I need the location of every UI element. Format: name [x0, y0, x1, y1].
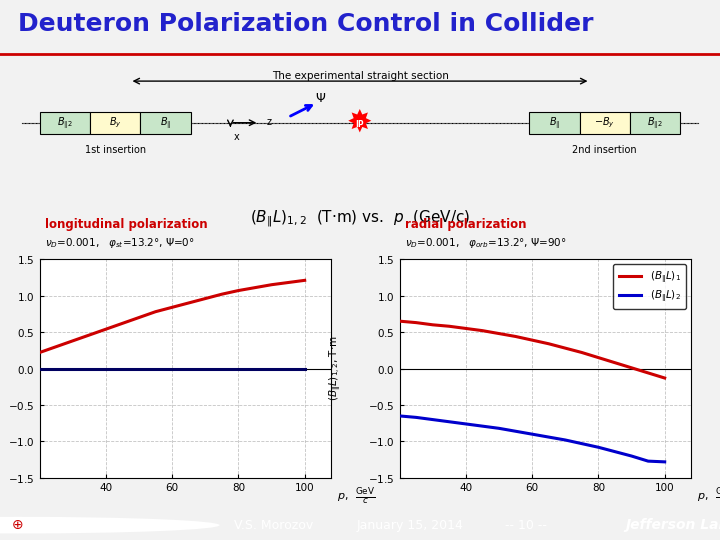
- $(B_{\|}L)_1$: [544, 341, 553, 347]
- $(B_{\|}L)_1$: [611, 360, 619, 366]
- $(B_{\|}L)_2$: [412, 414, 420, 421]
- Text: $\frac{\mathrm{GeV}}{c}$: $\frac{\mathrm{GeV}}{c}$: [714, 487, 720, 507]
- Text: Jefferson Lab: Jefferson Lab: [625, 518, 720, 532]
- Line: $(B_{\|}L)_2$: $(B_{\|}L)_2$: [400, 416, 665, 462]
- FancyBboxPatch shape: [90, 112, 140, 133]
- $(B_{\|}L)_2$: [561, 437, 570, 443]
- Text: ⊕: ⊕: [12, 518, 24, 532]
- $(B_{\|}L)_1$: [478, 327, 487, 334]
- Text: V.S. Morozov: V.S. Morozov: [234, 518, 313, 532]
- Text: $B_{\|}$: $B_{\|}$: [549, 115, 560, 131]
- $(B_{\|}L)_1$: [528, 337, 536, 343]
- $(B_{\|}L)_2$: [594, 444, 603, 450]
- Text: z: z: [266, 117, 271, 127]
- $(B_{\|}L)_1$: [412, 319, 420, 326]
- Text: $B_{\|}$: $B_{\|}$: [160, 115, 171, 131]
- $(B_{\|}L)_1$: [445, 323, 454, 329]
- $(B_{\|}L)_1$: [627, 364, 636, 371]
- Text: Deuteron Polarization Control in Collider: Deuteron Polarization Control in Collide…: [18, 12, 593, 36]
- $(B_{\|}L)_1$: [644, 370, 652, 376]
- Text: 1st insertion: 1st insertion: [85, 145, 145, 155]
- FancyBboxPatch shape: [630, 112, 680, 133]
- Text: ℭ𝔍𝔄: ℭ𝔍𝔄: [47, 518, 71, 532]
- Legend: $(B_{\|}L)_1$, $(B_{\|}L)_2$: $(B_{\|}L)_1$, $(B_{\|}L)_2$: [613, 265, 686, 309]
- Text: $\nu_D$=0.001,   $\varphi_{orb}$=13.2°, Ψ=90°: $\nu_D$=0.001, $\varphi_{orb}$=13.2°, Ψ=…: [405, 237, 567, 251]
- Text: $p$,: $p$,: [337, 491, 348, 503]
- Text: ✸: ✸: [347, 108, 373, 137]
- $(B_{\|}L)_2$: [577, 441, 586, 447]
- $(B_{\|}L)_1$: [462, 325, 470, 332]
- Text: IP: IP: [356, 120, 364, 129]
- Text: The experimental straight section: The experimental straight section: [271, 71, 449, 80]
- $(B_{\|}L)_2$: [644, 458, 652, 464]
- FancyBboxPatch shape: [580, 112, 630, 133]
- FancyBboxPatch shape: [40, 112, 90, 133]
- Text: $B_y$: $B_y$: [109, 116, 122, 130]
- $(B_{\|}L)_2$: [428, 416, 437, 423]
- FancyBboxPatch shape: [529, 112, 580, 133]
- Text: $B_{\|2}$: $B_{\|2}$: [57, 115, 73, 131]
- $(B_{\|}L)_1$: [428, 321, 437, 328]
- $(B_{\|}L)_2$: [611, 448, 619, 455]
- $(B_{\|}L)_2$: [511, 428, 520, 435]
- Text: $B_{\|2}$: $B_{\|2}$: [647, 115, 663, 131]
- Text: radial polarization: radial polarization: [405, 218, 527, 231]
- $(B_{\|}L)_2$: [660, 458, 669, 465]
- $(B_{\|}L)_2$: [528, 431, 536, 437]
- Text: 2nd insertion: 2nd insertion: [572, 145, 637, 155]
- $(B_{\|}L)_2$: [627, 453, 636, 459]
- Text: -- 10 --: -- 10 --: [505, 518, 546, 532]
- Text: $(B_{\|}L)_{1,2}$, T·m: $(B_{\|}L)_{1,2}$, T·m: [328, 336, 343, 401]
- Text: $\nu_D$=0.001,   $\varphi_{st}$=13.2°, Ψ=0°: $\nu_D$=0.001, $\varphi_{st}$=13.2°, Ψ=0…: [45, 237, 195, 251]
- $(B_{\|}L)_1$: [511, 333, 520, 340]
- $(B_{\|}L)_2$: [544, 434, 553, 440]
- Text: $\frac{\mathrm{GeV}}{c}$: $\frac{\mathrm{GeV}}{c}$: [354, 487, 374, 507]
- Text: January 15, 2014: January 15, 2014: [357, 518, 464, 532]
- $(B_{\|}L)_2$: [462, 421, 470, 427]
- Text: $\Psi$: $\Psi$: [315, 92, 326, 105]
- $(B_{\|}L)_1$: [495, 330, 503, 337]
- Text: x: x: [234, 132, 240, 142]
- Text: $-B_y$: $-B_y$: [594, 116, 616, 130]
- $(B_{\|}L)_1$: [577, 349, 586, 356]
- $(B_{\|}L)_1$: [594, 354, 603, 361]
- Text: longitudinal polarization: longitudinal polarization: [45, 218, 208, 231]
- $(B_{\|}L)_1$: [660, 375, 669, 381]
- $(B_{\|}L)_2$: [495, 425, 503, 431]
- $(B_{\|}L)_1$: [395, 318, 404, 325]
- $(B_{\|}L)_1$: [561, 345, 570, 352]
- $(B_{\|}L)_2$: [445, 418, 454, 425]
- Text: $(B_{\|}L)_{1,2}$  (T·m) vs.  $p$  (GeV/c): $(B_{\|}L)_{1,2}$ (T·m) vs. $p$ (GeV/c): [250, 208, 470, 229]
- Circle shape: [0, 517, 220, 534]
- Text: $p$,: $p$,: [697, 491, 708, 503]
- FancyBboxPatch shape: [140, 112, 191, 133]
- Line: $(B_{\|}L)_1$: $(B_{\|}L)_1$: [400, 321, 665, 378]
- $(B_{\|}L)_2$: [395, 413, 404, 419]
- $(B_{\|}L)_2$: [478, 423, 487, 429]
